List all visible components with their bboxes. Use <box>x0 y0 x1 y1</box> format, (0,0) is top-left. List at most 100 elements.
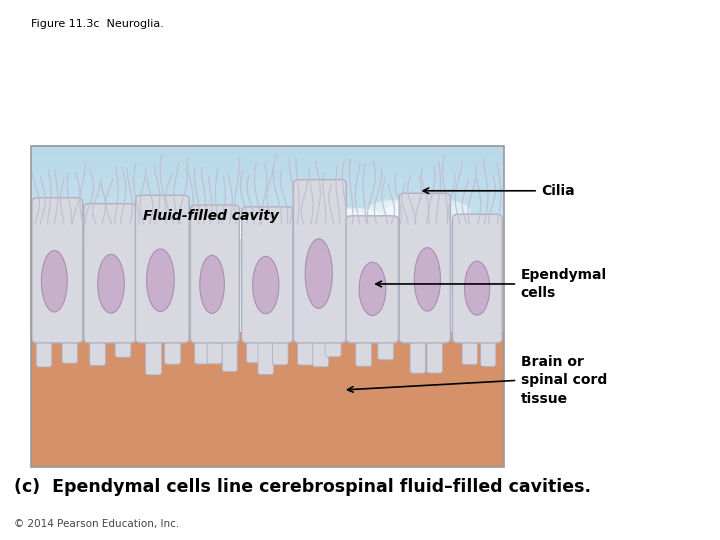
Bar <box>31 332 503 467</box>
Bar <box>31 319 503 324</box>
Text: Cilia: Cilia <box>541 184 575 198</box>
Bar <box>31 150 503 156</box>
Text: Ependymal
cells: Ependymal cells <box>521 268 607 300</box>
Ellipse shape <box>359 262 386 315</box>
Bar <box>31 280 503 286</box>
Bar <box>31 242 503 247</box>
Ellipse shape <box>464 261 490 315</box>
Bar <box>31 256 503 261</box>
Bar <box>31 266 503 271</box>
Bar <box>31 285 503 291</box>
Bar <box>31 198 503 204</box>
Ellipse shape <box>149 206 215 228</box>
FancyBboxPatch shape <box>242 207 293 343</box>
Text: Figure 11.3c  Neuroglia.: Figure 11.3c Neuroglia. <box>31 19 164 29</box>
Bar <box>31 333 503 339</box>
Bar <box>31 184 503 189</box>
Ellipse shape <box>27 228 92 251</box>
Bar <box>31 208 503 213</box>
FancyBboxPatch shape <box>194 336 210 364</box>
FancyBboxPatch shape <box>165 336 181 364</box>
FancyBboxPatch shape <box>258 336 274 375</box>
Bar <box>31 246 503 252</box>
Bar <box>31 237 503 242</box>
Bar <box>31 227 503 233</box>
FancyBboxPatch shape <box>346 216 398 343</box>
Ellipse shape <box>215 217 282 239</box>
Bar <box>31 165 503 170</box>
FancyBboxPatch shape <box>399 193 451 343</box>
FancyBboxPatch shape <box>481 336 496 367</box>
Ellipse shape <box>405 199 470 222</box>
Ellipse shape <box>366 199 433 222</box>
Bar <box>31 305 503 309</box>
Bar <box>31 160 503 165</box>
Bar <box>31 193 503 199</box>
Text: Brain or
spinal cord
tissue: Brain or spinal cord tissue <box>521 355 607 406</box>
FancyBboxPatch shape <box>378 336 394 360</box>
FancyBboxPatch shape <box>246 336 262 363</box>
Bar <box>31 261 503 266</box>
Ellipse shape <box>385 199 451 222</box>
FancyBboxPatch shape <box>272 336 288 365</box>
FancyBboxPatch shape <box>427 336 443 373</box>
FancyBboxPatch shape <box>222 336 238 372</box>
Bar <box>31 146 503 467</box>
FancyBboxPatch shape <box>294 180 346 343</box>
Bar <box>31 203 503 208</box>
Text: (c)  Ependymal cells line cerebrospinal fluid–filled cavities.: (c) Ependymal cells line cerebrospinal f… <box>14 478 591 496</box>
Text: © 2014 Pearson Education, Inc.: © 2014 Pearson Education, Inc. <box>14 519 179 529</box>
Ellipse shape <box>112 206 178 228</box>
Bar <box>31 251 503 256</box>
Ellipse shape <box>197 217 263 239</box>
Ellipse shape <box>130 206 197 228</box>
FancyBboxPatch shape <box>145 336 162 375</box>
Ellipse shape <box>234 217 300 239</box>
Ellipse shape <box>199 255 225 313</box>
Bar <box>31 314 503 319</box>
FancyBboxPatch shape <box>325 336 341 357</box>
Bar <box>31 179 503 184</box>
Bar <box>31 155 503 160</box>
FancyBboxPatch shape <box>36 336 52 367</box>
Bar <box>31 309 503 314</box>
FancyBboxPatch shape <box>62 336 78 363</box>
Bar <box>31 300 503 305</box>
FancyBboxPatch shape <box>312 336 329 367</box>
Ellipse shape <box>414 248 441 311</box>
Bar <box>31 222 503 228</box>
Bar <box>31 213 503 218</box>
FancyBboxPatch shape <box>135 195 189 343</box>
Ellipse shape <box>300 208 366 230</box>
Bar <box>31 170 503 175</box>
Bar <box>31 323 503 329</box>
Bar <box>31 290 503 295</box>
Bar <box>31 275 503 281</box>
Bar <box>31 271 503 276</box>
FancyBboxPatch shape <box>297 336 313 365</box>
FancyBboxPatch shape <box>356 336 372 366</box>
Ellipse shape <box>41 251 67 312</box>
FancyBboxPatch shape <box>410 336 426 373</box>
Bar <box>31 232 503 238</box>
Ellipse shape <box>64 228 130 251</box>
Bar <box>31 328 503 334</box>
FancyBboxPatch shape <box>90 336 105 366</box>
Bar <box>31 188 503 194</box>
Bar <box>31 295 503 300</box>
Text: Fluid-filled cavity: Fluid-filled cavity <box>143 210 279 224</box>
Ellipse shape <box>147 249 174 312</box>
Ellipse shape <box>305 239 333 308</box>
Ellipse shape <box>282 208 348 230</box>
FancyBboxPatch shape <box>32 198 83 343</box>
FancyBboxPatch shape <box>84 204 136 343</box>
FancyBboxPatch shape <box>462 336 477 365</box>
FancyBboxPatch shape <box>207 336 222 364</box>
Ellipse shape <box>253 256 279 314</box>
FancyBboxPatch shape <box>115 336 131 357</box>
Ellipse shape <box>98 254 125 313</box>
Bar <box>31 174 503 179</box>
FancyBboxPatch shape <box>190 205 239 343</box>
Ellipse shape <box>319 208 385 230</box>
Bar <box>31 218 503 223</box>
